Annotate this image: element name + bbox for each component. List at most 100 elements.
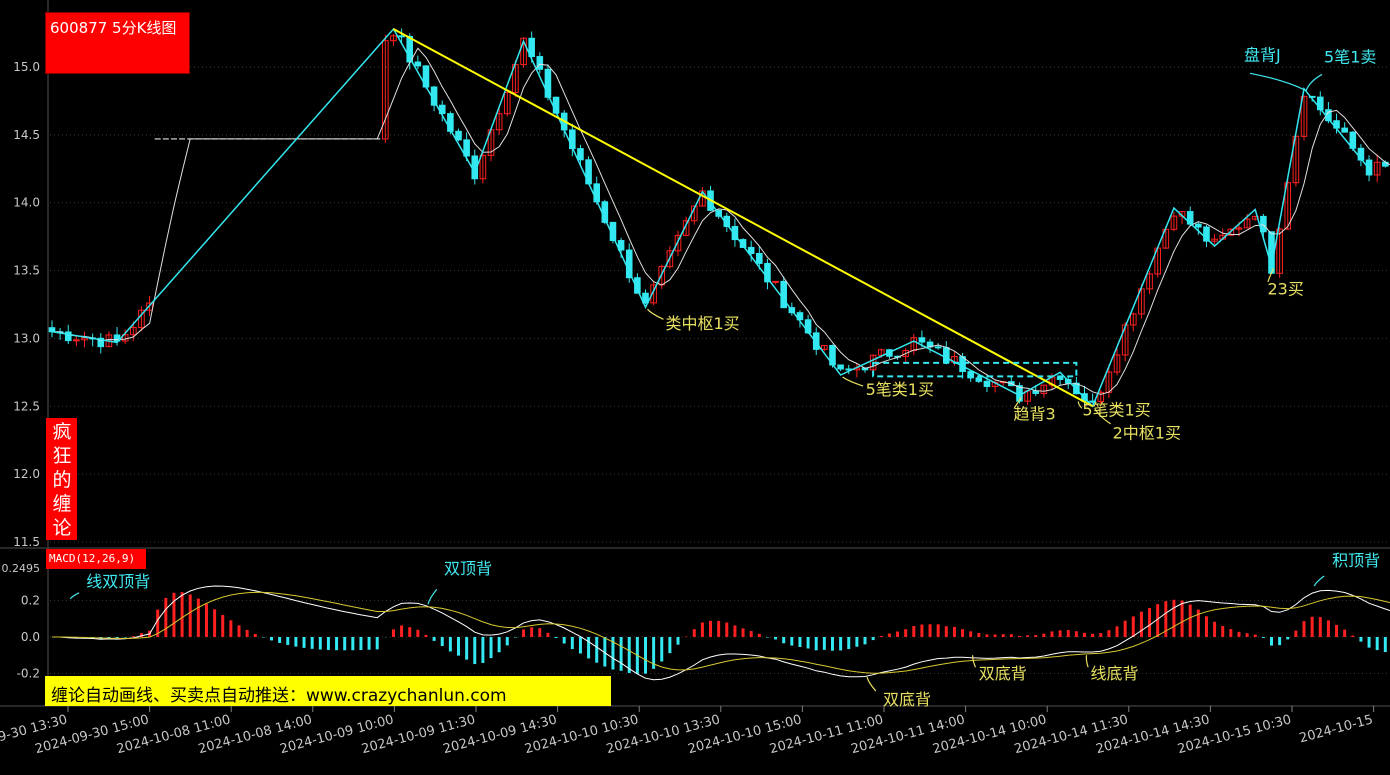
candle-down (113, 334, 121, 342)
candle-down (1089, 400, 1096, 403)
candle-down (918, 337, 926, 343)
annotation-label: 5笔类1买 (866, 380, 934, 399)
annotation-arrow (1267, 268, 1275, 283)
macd-annotation-arrow (1313, 575, 1325, 587)
price-tick-label: 11.5 (13, 535, 40, 549)
macd-annotation-arrow (866, 676, 877, 692)
candle-up (1284, 182, 1292, 230)
macd-annotation-arrow (69, 592, 80, 600)
trend-line (392, 28, 1094, 408)
annotation-arrow (1249, 72, 1307, 92)
candle-up (1211, 238, 1218, 242)
macd-annotation-label: 双底背 (979, 664, 1027, 683)
macd-top-value: 0.2495 (2, 562, 41, 575)
candle-down (934, 346, 942, 349)
bi-stroke-lines (51, 27, 1370, 408)
candle-up (772, 280, 779, 283)
candle-down (569, 129, 576, 150)
annotation-arrow (1094, 407, 1111, 425)
candle-down (747, 246, 755, 254)
bi-polyline (51, 27, 1370, 408)
macd-tick-label: 0.0 (21, 630, 40, 644)
candle-down (536, 56, 544, 70)
dea-line (52, 591, 1390, 674)
candle-up (495, 113, 503, 131)
candle-down (48, 327, 56, 333)
macd-tick-label: -0.2 (17, 666, 40, 680)
macd-annotation-label: 线双顶背 (86, 572, 150, 591)
macd-annotation-arrow (427, 588, 438, 605)
candle-up (520, 37, 527, 66)
macd-title: MACD(12,26,9) (49, 552, 136, 565)
candle-up (1170, 215, 1178, 230)
candle-up (73, 339, 80, 342)
candle-down (975, 377, 983, 382)
candle-up (479, 154, 487, 180)
candle-down (756, 252, 763, 264)
price-tick-label: 14.5 (13, 128, 40, 142)
promo-banner: 缠论自动画线、买卖点自动推送：www.crazychanlun.com (45, 676, 611, 706)
candle-down (414, 61, 422, 67)
price-tick-label: 12.5 (13, 399, 40, 413)
chart-title: 600877 5分K线图 (50, 19, 177, 37)
zhongshu-rectangle (872, 361, 1078, 378)
annotation-label: 23买 (1268, 279, 1304, 298)
annotation-arrow (647, 308, 664, 320)
candle-down (617, 240, 625, 251)
candle-down (642, 292, 649, 304)
ma-line (51, 47, 1390, 395)
candle-down (1260, 215, 1267, 233)
candle-up (1113, 354, 1121, 373)
chart-title-badge: 600877 5分K线图 (45, 12, 190, 74)
candle-up (674, 234, 682, 252)
macd-dif-dea-lines (52, 585, 1390, 681)
promo-text: 缠论自动画线、买卖点自动推送：www.crazychanlun.com (51, 686, 507, 706)
annotation-label: 类中枢1买 (665, 314, 739, 333)
annotation-arrow (1013, 397, 1022, 409)
candle-up (130, 327, 137, 336)
macd-annotation-arrow (972, 655, 977, 668)
candle-down (455, 130, 462, 141)
candle-down (625, 249, 633, 279)
annotation-label: 趋背3 (1013, 404, 1055, 423)
macd-annotation-label: 线底背 (1091, 664, 1139, 683)
candle-down (398, 35, 405, 38)
candle-up (1373, 161, 1381, 176)
candle-down (463, 139, 470, 157)
candle-down (812, 332, 820, 350)
candle-down (1308, 95, 1316, 98)
candle-up (382, 40, 389, 140)
zhongshu-box (872, 361, 1078, 378)
macd-annotation-label: 双顶背 (444, 559, 492, 578)
candle-down (528, 37, 535, 58)
macd-annotation-arrow (1085, 655, 1089, 668)
candle-up (650, 284, 657, 304)
candle-down (943, 347, 950, 363)
price-tick-label: 15.0 (13, 60, 40, 74)
candle-down (544, 68, 552, 98)
brand-label: 疯狂的缠论 (52, 421, 72, 539)
candle-up (682, 220, 690, 236)
dif-line (52, 585, 1390, 681)
candle-up (390, 35, 397, 42)
candle-up (146, 302, 153, 311)
grid-lines (0, 0, 1390, 707)
candle-up (1097, 391, 1105, 403)
annotation-label: 盘背J (1244, 46, 1281, 65)
candle-up (666, 250, 674, 268)
candle-up (1235, 227, 1243, 230)
price-tick-label: 12.0 (13, 467, 40, 481)
annotation-label: 2中枢1买 (1113, 423, 1181, 442)
candle-down (1203, 226, 1210, 242)
candle-down (634, 277, 641, 294)
candle-up (1146, 273, 1153, 290)
price-tick-label: 13.0 (13, 331, 40, 345)
candle-up (121, 334, 129, 342)
candle-down (1341, 127, 1348, 133)
macd-tick-label: 0.2 (21, 594, 40, 608)
candle-up (1227, 228, 1235, 236)
time-tick-label: 2024-10-15 (1298, 712, 1375, 746)
